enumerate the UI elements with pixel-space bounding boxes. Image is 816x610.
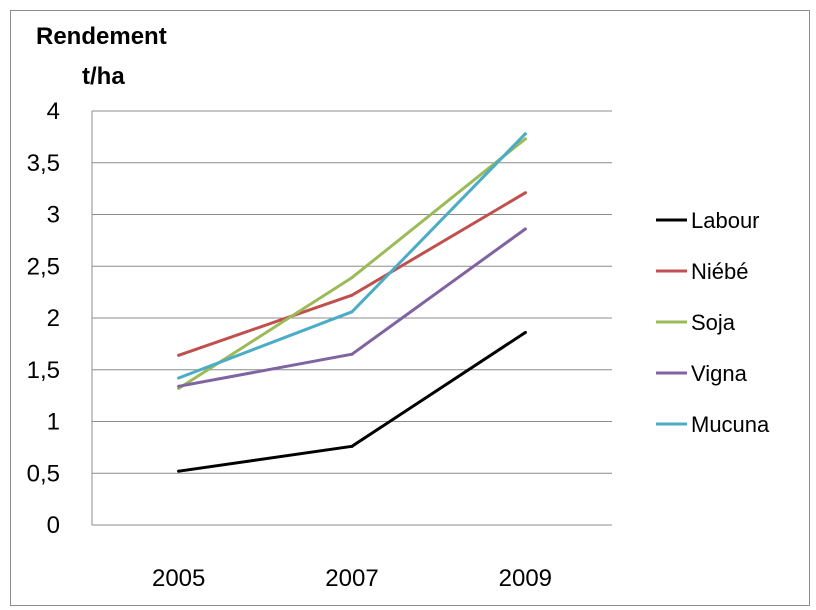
y-tick-label: 0,5: [27, 460, 60, 487]
data-point: [523, 137, 527, 141]
y-tick-label: 2,5: [27, 253, 60, 280]
y-tick-label: 4: [47, 98, 60, 125]
data-point: [177, 469, 181, 473]
series-lines: [177, 132, 527, 473]
chart-frame: [10, 10, 810, 606]
x-tick-label: 2009: [499, 565, 552, 592]
data-point: [523, 132, 527, 136]
y-axis-label-line2: t/ha: [82, 63, 125, 90]
series-line-4: [177, 132, 527, 380]
y-axis-label-line1: Rendement: [36, 23, 167, 50]
axes: [91, 111, 612, 526]
data-point: [523, 191, 527, 195]
data-point: [350, 352, 354, 356]
x-tick-labels: 2005 2007 2009: [152, 565, 552, 592]
y-tick-label: 1: [47, 409, 60, 436]
legend-label: Soja: [691, 310, 736, 335]
legend-label: Labour: [691, 208, 760, 233]
y-tick-label: 0: [47, 512, 60, 539]
y-tick-label: 2: [47, 305, 60, 332]
data-point: [350, 310, 354, 314]
series-line-1: [177, 191, 527, 357]
data-point: [350, 276, 354, 280]
data-point: [350, 444, 354, 448]
y-tick-label: 3: [47, 202, 60, 229]
y-tick-labels: 0 0,5 1 1,5 2 2,5 3 3,5 4: [27, 98, 60, 539]
series-line-3: [177, 227, 527, 388]
x-tick-label: 2007: [325, 565, 378, 592]
legend-label: Mucuna: [691, 412, 770, 437]
x-tick-label: 2005: [152, 565, 205, 592]
legend: Labour Niébé Soja Vigna Mucuna: [656, 208, 770, 437]
data-point: [523, 227, 527, 231]
y-tick-label: 3,5: [27, 150, 60, 177]
data-point: [177, 376, 181, 380]
data-point: [350, 293, 354, 297]
series-line-2: [177, 137, 527, 390]
legend-label: Vigna: [691, 361, 748, 386]
y-tick-label: 1,5: [27, 357, 60, 384]
data-point: [177, 384, 181, 388]
data-point: [177, 353, 181, 357]
gridlines: [92, 110, 612, 474]
legend-label: Niébé: [691, 259, 748, 284]
data-point: [523, 330, 527, 334]
